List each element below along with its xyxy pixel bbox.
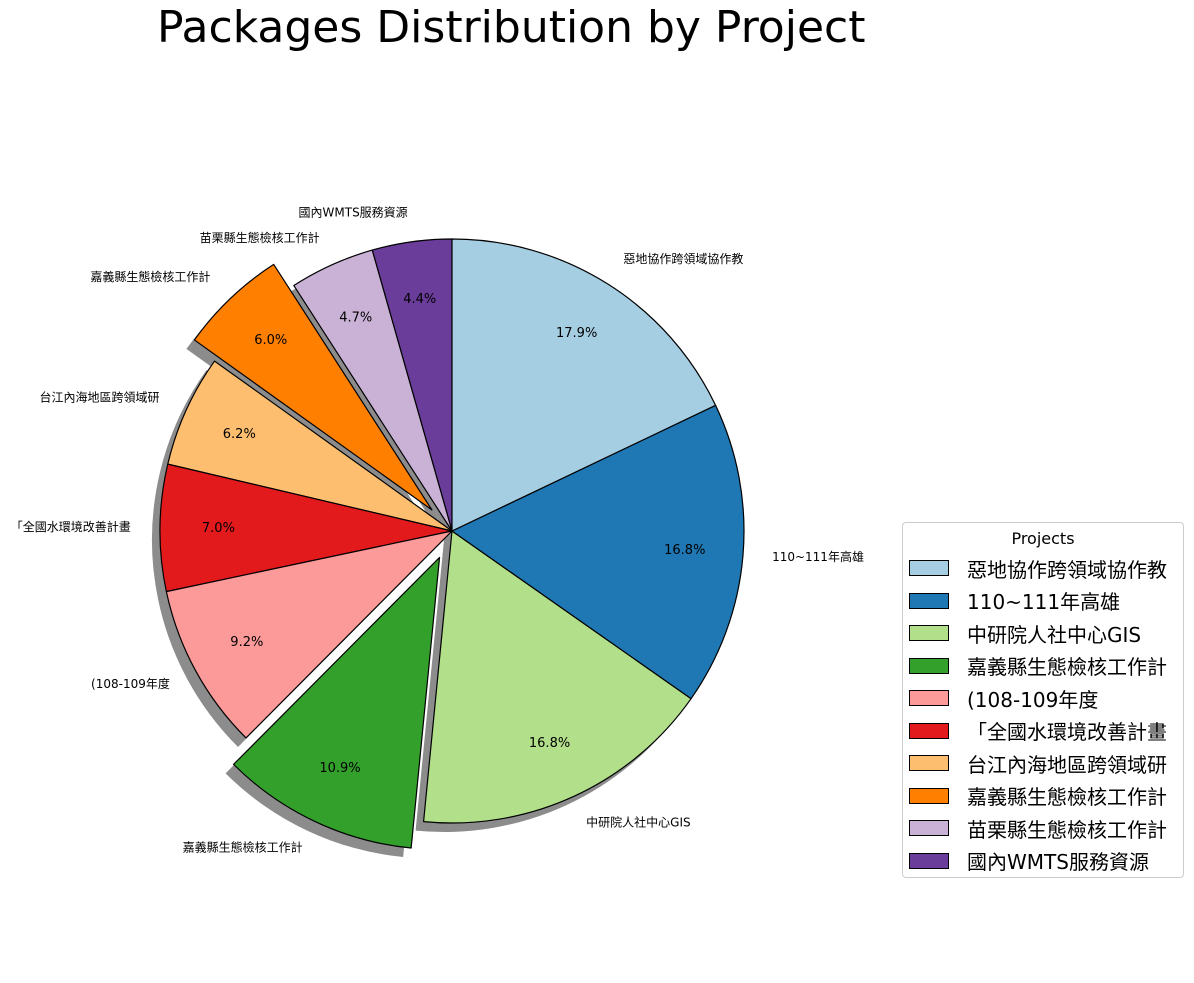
slice-label-6: (108-109年度 bbox=[91, 676, 170, 691]
legend-swatch bbox=[909, 755, 949, 772]
legend-label: (108-109年度 bbox=[967, 687, 1099, 712]
pie-slices bbox=[159, 238, 745, 849]
pie-slice-2 bbox=[293, 249, 453, 532]
slice-percent-4: 6.2% bbox=[223, 427, 256, 442]
slice-percent-2: 4.7% bbox=[339, 311, 372, 326]
slice-percent-1: 4.4% bbox=[403, 292, 436, 307]
pie-slice-10 bbox=[451, 238, 717, 532]
legend-label: 嘉義縣生態檢核工作計 bbox=[967, 655, 1167, 680]
slice-label-4: 台江內海地區跨領域研 bbox=[40, 390, 160, 405]
legend-swatch bbox=[909, 625, 949, 642]
slice-label-8: 中研院人社中心GIS bbox=[586, 814, 690, 829]
legend-swatch bbox=[909, 722, 949, 739]
legend-item: 惡地協作跨領域協作教 bbox=[903, 552, 1183, 585]
legend-label: 台江內海地區跨領域研 bbox=[967, 752, 1167, 777]
slice-percent-10: 17.9% bbox=[556, 326, 597, 341]
legend: Projects 惡地協作跨領域協作教 110~111年高雄 中研院人社中心GIS 嘉… bbox=[902, 522, 1184, 878]
legend-swatch bbox=[909, 592, 949, 609]
legend-swatch bbox=[909, 657, 949, 674]
slice-percent-3: 6.0% bbox=[254, 333, 287, 348]
legend-item: 嘉義縣生態檢核工作計 bbox=[903, 650, 1183, 683]
legend-item: 苗栗縣生態檢核工作計 bbox=[903, 812, 1183, 845]
slice-label-1: 國內WMTS服務資源 bbox=[299, 205, 408, 219]
slice-label-5: 「全國水環境改善計畫 bbox=[11, 519, 131, 534]
slice-percent-8: 16.8% bbox=[529, 736, 570, 751]
slice-percent-9: 16.8% bbox=[664, 543, 705, 558]
pie-slice-5 bbox=[159, 463, 453, 593]
legend-item: 嘉義縣生態檢核工作計 bbox=[903, 780, 1183, 813]
slice-percent-6: 9.2% bbox=[230, 635, 263, 650]
legend-item: (108-109年度 bbox=[903, 682, 1183, 715]
chart-title: Packages Distribution by Project bbox=[157, 2, 866, 53]
legend-swatch bbox=[909, 560, 949, 577]
slice-label-3: 嘉義縣生態檢核工作計 bbox=[90, 269, 210, 284]
legend-swatch bbox=[909, 820, 949, 837]
pie-slice-8 bbox=[422, 530, 692, 824]
legend-label: 苗栗縣生態檢核工作計 bbox=[967, 817, 1167, 842]
slice-percent-7: 10.9% bbox=[319, 761, 360, 776]
legend-swatch bbox=[909, 690, 949, 707]
pie-slice-9 bbox=[451, 404, 745, 700]
pie-slice-6 bbox=[165, 530, 453, 739]
legend-item: 110~111年高雄 bbox=[903, 585, 1183, 618]
legend-item: 國內WMTS服務資源 bbox=[903, 845, 1183, 878]
slice-percent-5: 7.0% bbox=[202, 521, 235, 536]
slice-label-10: 惡地協作跨領域協作教 bbox=[623, 251, 743, 266]
pie-slice-3 bbox=[193, 263, 433, 511]
legend-label: 110~111年高雄 bbox=[967, 590, 1121, 615]
legend-item: 中研院人社中心GIS bbox=[903, 617, 1183, 650]
slice-label-2: 苗栗縣生態檢核工作計 bbox=[200, 230, 320, 245]
legend-items: 惡地協作跨領域協作教 110~111年高雄 中研院人社中心GIS 嘉義縣生態檢核工作計… bbox=[903, 552, 1183, 877]
pie-slice-7 bbox=[232, 556, 441, 849]
legend-label: 惡地協作跨領域協作教 bbox=[967, 557, 1167, 582]
slice-labels: 國內WMTS服務資源 4.4% 苗栗縣生態檢核工作計 4.7% 嘉義縣生態檢核工作計 6.… bbox=[11, 205, 864, 854]
legend-item: 「全國水環境改善計畫 bbox=[903, 715, 1183, 748]
legend-title: Projects bbox=[1011, 529, 1075, 548]
legend-label: 嘉義縣生態檢核工作計 bbox=[967, 785, 1167, 810]
legend-item: 台江內海地區跨領域研 bbox=[903, 747, 1183, 780]
legend-swatch bbox=[909, 787, 949, 804]
legend-label: 「全國水環境改善計畫 bbox=[967, 720, 1167, 745]
legend-label: 國內WMTS服務資源 bbox=[967, 850, 1149, 875]
legend-label: 中研院人社中心GIS bbox=[967, 622, 1142, 647]
legend-swatch bbox=[909, 852, 949, 869]
slice-label-9: 110~111年高雄 bbox=[772, 549, 864, 564]
slice-label-7: 嘉義縣生態檢核工作計 bbox=[183, 839, 303, 854]
